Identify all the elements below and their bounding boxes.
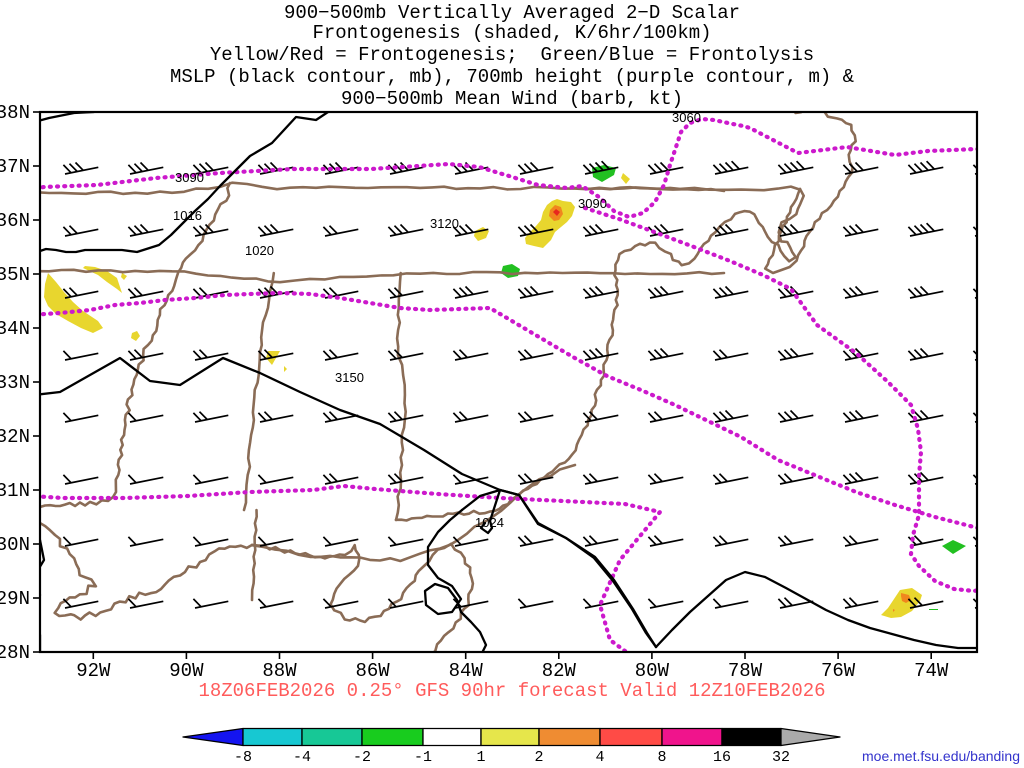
svg-text:-8: -8 bbox=[234, 749, 252, 766]
svg-text:86W: 86W bbox=[355, 660, 390, 682]
svg-text:84W: 84W bbox=[449, 660, 484, 682]
svg-text:3150: 3150 bbox=[335, 370, 364, 385]
svg-text:76W: 76W bbox=[821, 660, 856, 682]
svg-text:1024: 1024 bbox=[475, 515, 504, 530]
svg-text:88W: 88W bbox=[262, 660, 297, 682]
svg-text:29N: 29N bbox=[0, 588, 30, 610]
svg-text:36N: 36N bbox=[0, 210, 30, 232]
svg-text:30N: 30N bbox=[0, 534, 30, 556]
svg-text:38N: 38N bbox=[0, 102, 30, 124]
svg-text:moe.met.fsu.edu/banding: moe.met.fsu.edu/banding bbox=[862, 748, 1020, 764]
svg-text:2: 2 bbox=[534, 749, 543, 766]
svg-text:32: 32 bbox=[772, 749, 790, 766]
svg-text:92W: 92W bbox=[76, 660, 111, 682]
svg-text:3090: 3090 bbox=[578, 196, 607, 211]
svg-text:1: 1 bbox=[476, 749, 485, 766]
svg-text:3090: 3090 bbox=[175, 170, 204, 185]
svg-text:78W: 78W bbox=[728, 660, 763, 682]
svg-text:74W: 74W bbox=[914, 660, 949, 682]
svg-text:32N: 32N bbox=[0, 426, 30, 448]
svg-text:28N: 28N bbox=[0, 642, 30, 664]
svg-text:31N: 31N bbox=[0, 480, 30, 502]
svg-text:82W: 82W bbox=[542, 660, 577, 682]
svg-text:-1: -1 bbox=[414, 749, 432, 766]
svg-text:1020: 1020 bbox=[245, 243, 274, 258]
svg-text:3120: 3120 bbox=[430, 216, 459, 231]
svg-text:-2: -2 bbox=[353, 749, 371, 766]
svg-text:33N: 33N bbox=[0, 372, 30, 394]
svg-text:34N: 34N bbox=[0, 318, 30, 340]
svg-text:1016: 1016 bbox=[173, 208, 202, 223]
svg-text:80W: 80W bbox=[635, 660, 670, 682]
svg-text:4: 4 bbox=[595, 749, 604, 766]
svg-text:8: 8 bbox=[657, 749, 666, 766]
svg-text:-4: -4 bbox=[293, 749, 311, 766]
svg-text:90W: 90W bbox=[169, 660, 204, 682]
svg-text:18Z06FEB2026 0.25° GFS 90hr: 18Z06FEB2026 0.25° GFS 90hr forecast Val… bbox=[198, 680, 825, 702]
svg-text:16: 16 bbox=[713, 749, 731, 766]
svg-text:37N: 37N bbox=[0, 156, 30, 178]
svg-text:35N: 35N bbox=[0, 264, 30, 286]
